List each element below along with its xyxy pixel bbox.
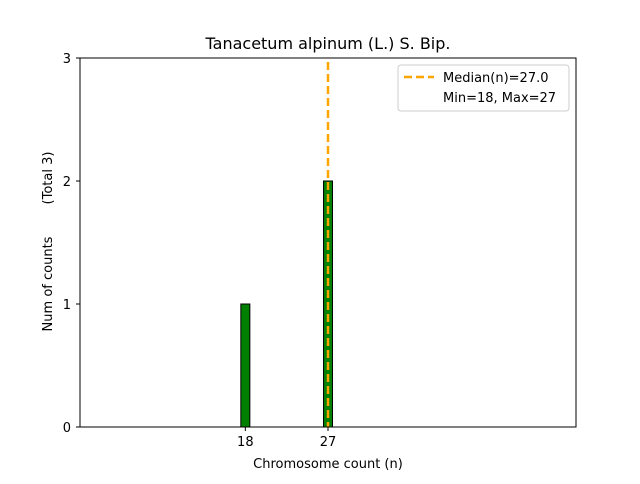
x-ticks: 18 27 — [237, 427, 336, 450]
x-axis-label: Chromosome count (n) — [253, 457, 403, 472]
chart-title: Tanacetum alpinum (L.) S. Bip. — [205, 34, 451, 53]
x-tick-label-18: 18 — [237, 435, 254, 450]
legend: Median(n)=27.0 Min=18, Max=27 — [397, 64, 570, 112]
x-tick-label-27: 27 — [320, 435, 337, 450]
y-tick-label-1: 1 — [63, 298, 71, 313]
y-axis-label: Num of counts — [41, 236, 56, 331]
y-tick-label-0: 0 — [63, 421, 71, 436]
y-ticks: 0 1 2 3 — [63, 52, 80, 436]
legend-box — [397, 64, 570, 112]
y-tick-label-3: 3 — [63, 52, 71, 67]
y-tick-label-2: 2 — [63, 175, 71, 190]
y-axis-total-label: (Total 3) — [41, 152, 56, 205]
legend-entry-min-max: Min=18, Max=27 — [443, 91, 556, 106]
bar-n-18 — [240, 303, 251, 428]
legend-entry-median: Median(n)=27.0 — [443, 71, 549, 86]
